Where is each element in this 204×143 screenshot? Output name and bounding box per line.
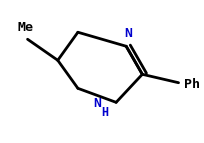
Text: Me: Me bbox=[18, 21, 33, 34]
Text: H: H bbox=[101, 106, 108, 119]
Text: N: N bbox=[124, 27, 132, 40]
Text: N: N bbox=[93, 97, 101, 110]
Text: Ph: Ph bbox=[183, 78, 199, 91]
